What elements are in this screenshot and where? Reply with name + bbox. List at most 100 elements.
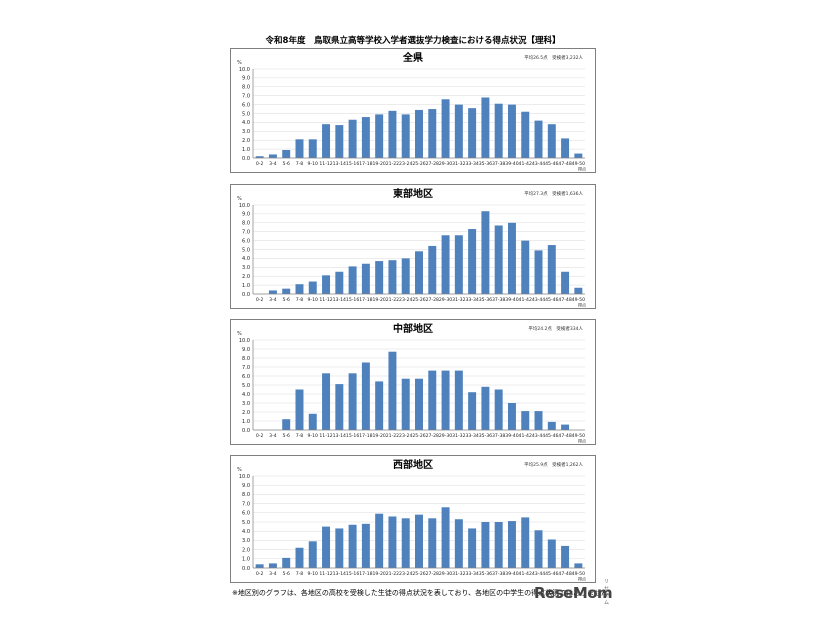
chart-chubu-xtick-label: 0-2 [256, 433, 264, 439]
chart-tobu-ytick-label: 1.0 [242, 283, 250, 289]
chart-zenken-bar [282, 149, 291, 158]
chart-tobu-bar [401, 258, 410, 294]
chart-chubu-bar [348, 373, 357, 430]
chart-seibu-bar [282, 557, 291, 568]
chart-zenken-xtick-label: 33-34 [465, 161, 478, 167]
chart-seibu-stats: 平均25.9点 受検者1,262人 [524, 461, 583, 468]
chart-tobu-bar [507, 222, 516, 294]
chart-tobu-bar [268, 290, 277, 294]
chart-chubu-xtick-label: 49-50 [572, 433, 585, 439]
chart-zenken-xtick-label: 7-8 [296, 161, 304, 167]
chart-seibu-xtick-label: 49-50 [572, 571, 585, 577]
chart-tobu-xtick-label: 47-48 [558, 297, 571, 303]
chart-tobu-bar [295, 284, 304, 294]
chart-chubu-xtick-label: 33-34 [465, 433, 478, 439]
chart-chubu-bar [494, 389, 503, 430]
chart-tobu-bar [308, 281, 317, 294]
chart-zenken-bar [308, 139, 317, 158]
chart-tobu-bar [335, 271, 344, 294]
chart-tobu-xtick-label: 33-34 [465, 297, 478, 303]
chart-seibu-xtick-label: 17-18 [359, 571, 372, 577]
chart-zenken-bar [494, 103, 503, 158]
chart-tobu-ytick-label: 0.0 [242, 292, 250, 298]
chart-seibu-bar [441, 507, 450, 568]
chart-zenken-xtick-label: 29-30 [439, 161, 452, 167]
chart-zenken-bar [388, 110, 397, 158]
chart-seibu-bar [521, 517, 530, 568]
chart-zenken-bar [415, 109, 423, 158]
chart-chubu-bar [481, 386, 490, 430]
chart-seibu-title: 西部地区 [393, 458, 433, 471]
chart-seibu-bar [494, 522, 503, 568]
chart-tobu-xtick-label: 11-12 [319, 297, 332, 303]
chart-seibu-xtick-label: 21-22 [386, 571, 399, 577]
chart-seibu-xtick-label: 15-16 [346, 571, 359, 577]
chart-chubu-xtick-label: 47-48 [558, 433, 571, 439]
chart-tobu-bar [282, 288, 291, 294]
chart-zenken-ytick-label: 4.0 [242, 120, 250, 126]
chart-chubu-xlabel: 得点 [578, 438, 586, 444]
chart-zenken-bar [561, 138, 570, 158]
chart-zenken-xtick-label: 23-24 [399, 161, 412, 167]
chart-tobu-ytick-label: 4.0 [242, 256, 250, 262]
chart-seibu-bar [547, 539, 556, 568]
chart-zenken-stats: 平均26.5点 受検者3,232人 [524, 54, 583, 61]
chart-seibu-xtick-label: 11-12 [319, 571, 332, 577]
chart-tobu-bar [561, 271, 570, 294]
chart-zenken-bar [361, 117, 370, 158]
chart-tobu-ytick-label: 9.0 [242, 212, 250, 218]
chart-seibu-bar [255, 564, 264, 568]
bar-chart-zenken: 全県 平均26.5点 受検者3,232人% 0.0 1.0 2.0 3.0 4.0 5.0 6.… [237, 51, 586, 172]
chart-seibu-bar [322, 526, 331, 568]
chart-panel-chubu: 中部地区 平均24.2点 受検者334人% 0.0 1.0 2.0 3.0 4.0 5.0 6.… [230, 319, 596, 445]
chart-tobu-xtick-label: 31-32 [452, 297, 465, 303]
chart-tobu-xtick-label: 39-40 [505, 297, 518, 303]
chart-zenken-xtick-label: 37-38 [492, 161, 505, 167]
chart-seibu-xtick-label: 39-40 [505, 571, 518, 577]
chart-chubu-ytick-label: 1.0 [242, 419, 250, 425]
chart-zenken-xtick-label: 27-28 [426, 161, 439, 167]
chart-tobu-ytick-label: 6.0 [242, 238, 250, 244]
chart-zenken-ylabel: % [237, 60, 242, 66]
chart-seibu-xtick-label: 0-2 [256, 571, 264, 577]
chart-seibu-xtick-label: 23-24 [399, 571, 412, 577]
chart-chubu-bar [322, 373, 331, 430]
chart-zenken-xtick-label: 35-36 [479, 161, 492, 167]
chart-chubu-bar [561, 424, 570, 430]
bar-chart-chubu: 中部地区 平均24.2点 受検者334人% 0.0 1.0 2.0 3.0 4.0 5.0 6.… [237, 322, 586, 444]
chart-chubu-bar [335, 384, 344, 430]
chart-tobu-xtick-label: 5-6 [282, 297, 290, 303]
chart-seibu-bar [468, 528, 477, 568]
chart-zenken-bar [295, 139, 304, 158]
chart-tobu-bar [574, 287, 583, 294]
chart-tobu-stats: 平均27.3点 受検者1,636人 [524, 190, 583, 197]
chart-zenken-bar [441, 99, 450, 158]
chart-chubu-bar [534, 411, 543, 430]
chart-seibu-bar [428, 518, 437, 568]
chart-chubu-ytick-label: 2.0 [242, 410, 250, 416]
chart-seibu-bar [375, 513, 384, 568]
chart-zenken-bar [255, 156, 264, 158]
chart-seibu-ytick-label: 7.0 [242, 501, 250, 507]
chart-chubu-xtick-label: 17-18 [359, 433, 372, 439]
chart-zenken-xtick-label: 41-42 [519, 161, 532, 167]
chart-zenken-xtick-label: 21-22 [386, 161, 399, 167]
chart-tobu-xlabel: 得点 [578, 302, 586, 308]
chart-chubu-xtick-label: 27-28 [426, 433, 439, 439]
chart-tobu-bar [521, 240, 530, 294]
chart-tobu-title: 東部地区 [393, 187, 433, 200]
bar-chart-tobu: 東部地区 平均27.3点 受検者1,636人% 0.0 1.0 2.0 3.0 4.0 5.0… [237, 187, 586, 308]
chart-chubu-xtick-label: 7-8 [296, 433, 304, 439]
chart-chubu-xtick-label: 37-38 [492, 433, 505, 439]
chart-zenken-bar [401, 114, 410, 158]
chart-chubu-xtick-label: 31-32 [452, 433, 465, 439]
chart-zenken-bar [534, 120, 543, 158]
chart-chubu-ylabel: % [237, 331, 242, 337]
chart-tobu-xtick-label: 3-4 [269, 297, 277, 303]
chart-seibu-xtick-label: 35-36 [479, 571, 492, 577]
chart-seibu-ylabel: % [237, 467, 242, 473]
chart-chubu-xtick-label: 35-36 [479, 433, 492, 439]
chart-chubu-ytick-label: 8.0 [242, 356, 250, 362]
chart-seibu-xtick-label: 45-46 [545, 571, 558, 577]
chart-tobu-bar [454, 235, 463, 294]
